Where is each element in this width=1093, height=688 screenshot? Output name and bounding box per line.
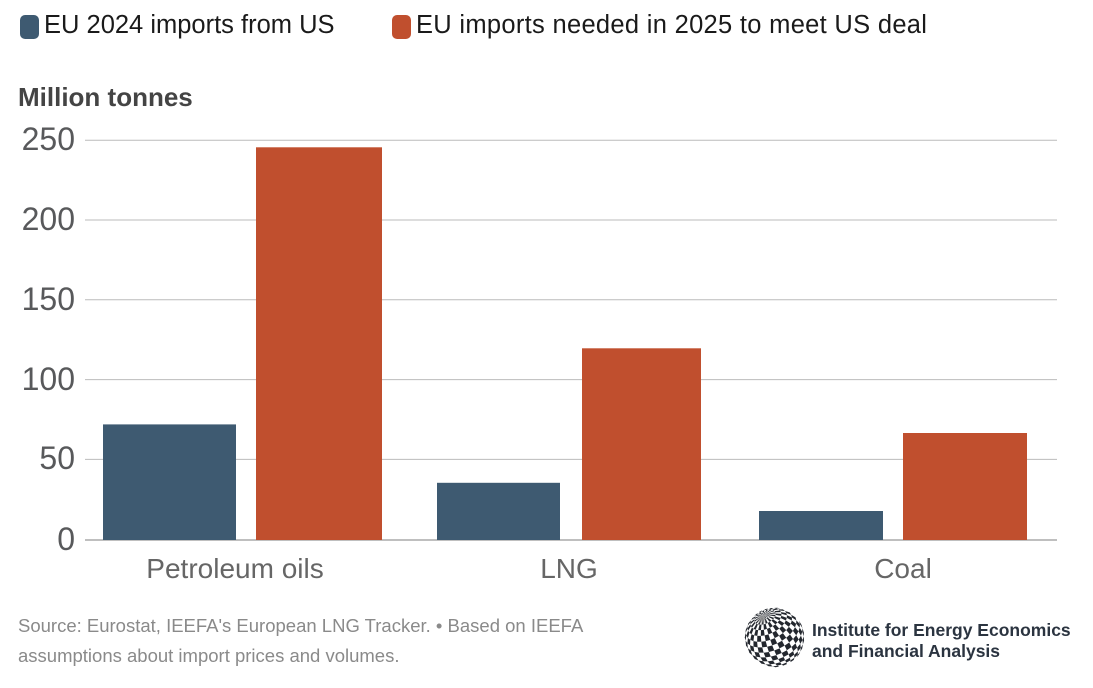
svg-text:0: 0 bbox=[57, 521, 75, 557]
svg-text:LNG: LNG bbox=[540, 553, 598, 584]
svg-text:50: 50 bbox=[39, 440, 75, 476]
svg-text:250: 250 bbox=[22, 121, 75, 157]
svg-text:Coal: Coal bbox=[874, 553, 932, 584]
svg-text:Petroleum oils: Petroleum oils bbox=[146, 553, 323, 584]
svg-text:200: 200 bbox=[22, 201, 75, 237]
svg-text:100: 100 bbox=[22, 361, 75, 397]
svg-text:150: 150 bbox=[22, 281, 75, 317]
